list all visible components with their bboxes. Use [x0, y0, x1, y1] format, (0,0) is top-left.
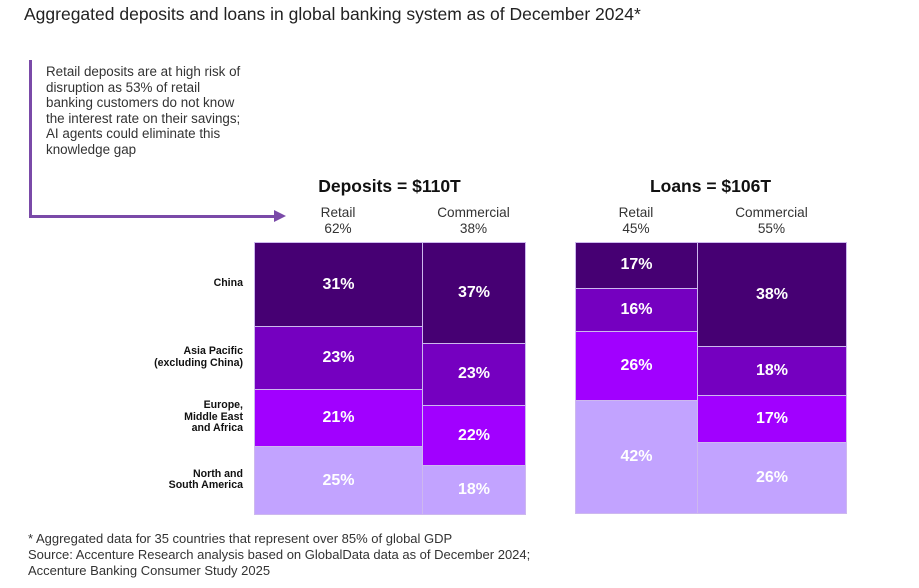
column-header-commercial: Commercial 38%	[422, 205, 525, 237]
column-share: 55%	[757, 221, 786, 236]
row-label: North and South America	[168, 467, 243, 492]
segment-commercial-0: 37%	[422, 242, 526, 344]
segment-commercial-3: 18%	[422, 465, 526, 515]
column-name: Commercial	[735, 205, 808, 220]
footnote: * Aggregated data for 35 countries that …	[28, 531, 453, 546]
column-share: 45%	[622, 221, 650, 236]
segment-retail-3: 42%	[575, 400, 698, 514]
column-name: Retail	[320, 205, 356, 220]
annotation-bracket	[29, 60, 32, 218]
row-label-line: Asia Pacific	[183, 345, 243, 358]
column-header-retail: Retail 45%	[575, 205, 697, 237]
column-header-retail: Retail 62%	[254, 205, 422, 237]
segment-commercial-1: 18%	[696, 346, 847, 397]
segment-retail-2: 26%	[575, 330, 698, 402]
row-label-line: Middle East	[184, 410, 243, 423]
row-label: Europe, Middle East and Africa	[184, 400, 243, 435]
segment-commercial-2: 22%	[422, 405, 526, 467]
loans-title: Loans = $106T	[649, 176, 772, 196]
segment-retail-3: 25%	[254, 446, 424, 515]
segment-retail-2: 21%	[254, 388, 424, 447]
annotation-arrow-line	[29, 215, 279, 218]
row-label-line: and Africa	[191, 422, 243, 435]
source-line-2: Accenture Banking Consumer Study 2025	[28, 563, 271, 578]
row-label-line: South America	[168, 479, 243, 491]
column-share: 62%	[324, 221, 352, 236]
segment-retail-0: 17%	[575, 242, 698, 289]
segment-retail-1: 23%	[254, 326, 424, 390]
deposits-title: Deposits = $110T	[318, 176, 461, 196]
row-label-line: Europe,	[203, 399, 243, 412]
chart-title: Aggregated deposits and loans in global …	[24, 4, 641, 24]
row-label-line: (excluding China)	[154, 356, 243, 369]
row-label-line: China	[213, 277, 243, 290]
column-name: Retail	[618, 205, 654, 220]
row-label-line: North and	[192, 467, 243, 480]
column-name: Commercial	[437, 205, 510, 220]
segment-commercial-0: 38%	[696, 242, 847, 348]
segment-retail-0: 31%	[254, 242, 424, 328]
row-label: Asia Pacific (excluding China)	[154, 346, 243, 369]
arrow-right-icon	[274, 210, 286, 222]
row-label: China	[214, 278, 243, 290]
column-header-commercial: Commercial 55%	[697, 205, 846, 237]
source-line-1: Source: Accenture Research analysis base…	[28, 547, 531, 562]
segment-commercial-2: 17%	[696, 395, 847, 443]
segment-commercial-3: 26%	[696, 441, 847, 514]
column-share: 38%	[459, 221, 488, 236]
segment-commercial-1: 23%	[422, 342, 526, 407]
annotation-text: Retail deposits are at high risk of disr…	[46, 64, 241, 157]
segment-retail-1: 16%	[575, 287, 698, 332]
